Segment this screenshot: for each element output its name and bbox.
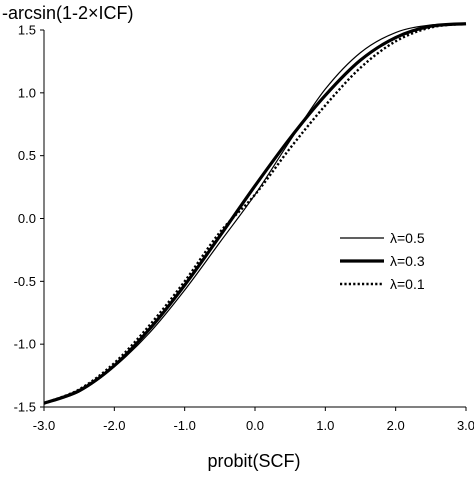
y-tick-label: 1.5 bbox=[18, 23, 36, 38]
y-tick-label: 1.0 bbox=[18, 85, 36, 100]
y-tick-label: -1.5 bbox=[14, 400, 36, 415]
y-tick-label: -0.5 bbox=[14, 274, 36, 289]
x-tick-label: 3.0 bbox=[457, 418, 474, 433]
legend-label-2: λ=0.3 bbox=[390, 253, 425, 269]
x-tick-label: 1.0 bbox=[316, 418, 334, 433]
y-tick-label: 0.5 bbox=[18, 148, 36, 163]
series-line-3 bbox=[43, 22, 467, 405]
series-line-2 bbox=[43, 22, 467, 405]
x-axis-title: probit(SCF) bbox=[207, 451, 300, 471]
x-tick-label: 0.0 bbox=[246, 418, 264, 433]
series-line-1 bbox=[43, 23, 467, 404]
x-tick-label: 2.0 bbox=[387, 418, 405, 433]
y-axis-title: -arcsin(1-2×ICF) bbox=[2, 3, 134, 23]
y-tick-label: 0.0 bbox=[18, 211, 36, 226]
x-tick-label: -3.0 bbox=[33, 418, 55, 433]
x-tick-label: -1.0 bbox=[173, 418, 195, 433]
x-tick-label: -2.0 bbox=[103, 418, 125, 433]
plot-area: -1.5 -1.0 -0.5 0.0 0.5 1.0 1.5 -3.0 -2.0 -1.0 0.0 1… bbox=[14, 22, 474, 433]
y-tick-label: -1.0 bbox=[14, 337, 36, 352]
legend-label-1: λ=0.5 bbox=[390, 230, 425, 246]
legend-label-3: λ=0.1 bbox=[390, 276, 425, 292]
